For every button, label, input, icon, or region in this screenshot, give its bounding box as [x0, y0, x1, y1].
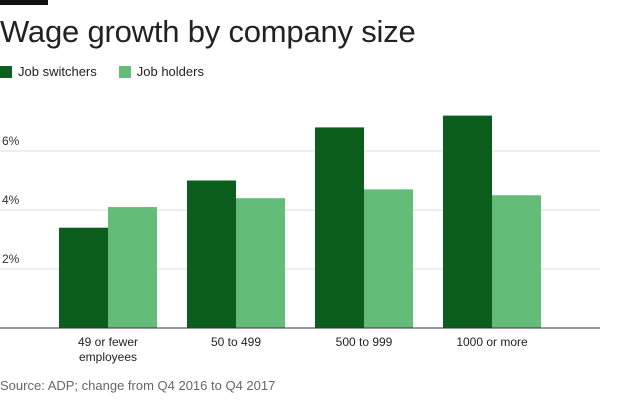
legend-swatch-job-holders [118, 65, 131, 78]
legend-label-job-switchers: Job switchers [18, 64, 97, 79]
y-tick-label: 6% [2, 134, 20, 148]
bar-job-switchers [443, 115, 492, 328]
bar-job-switchers [315, 127, 364, 329]
bar-job-holders [364, 189, 413, 328]
legend-item-job-switchers: Job switchers [0, 64, 97, 79]
bar-job-switchers [187, 180, 236, 328]
x-tick-label: employees [79, 350, 137, 364]
y-tick-label: 2% [2, 252, 20, 266]
bar-job-holders [108, 207, 157, 328]
header-accent-bar [0, 0, 48, 5]
x-tick-label: 49 or fewer [78, 335, 138, 349]
bar-job-holders [492, 195, 541, 328]
legend-label-job-holders: Job holders [136, 64, 204, 79]
legend: Job switchers Job holders [0, 64, 226, 79]
chart-title: Wage growth by company size [0, 14, 416, 49]
x-tick-label: 500 to 999 [336, 335, 393, 349]
y-tick-label: 4% [2, 193, 20, 207]
legend-item-job-holders: Job holders [118, 64, 204, 79]
legend-swatch-job-switchers [0, 65, 12, 78]
source-note: Source: ADP; change from Q4 2016 to Q4 2… [0, 378, 276, 393]
x-tick-label: 1000 or more [456, 335, 528, 349]
bar-job-holders [236, 198, 285, 328]
bar-job-switchers [59, 227, 108, 328]
x-tick-label: 50 to 499 [211, 335, 261, 349]
